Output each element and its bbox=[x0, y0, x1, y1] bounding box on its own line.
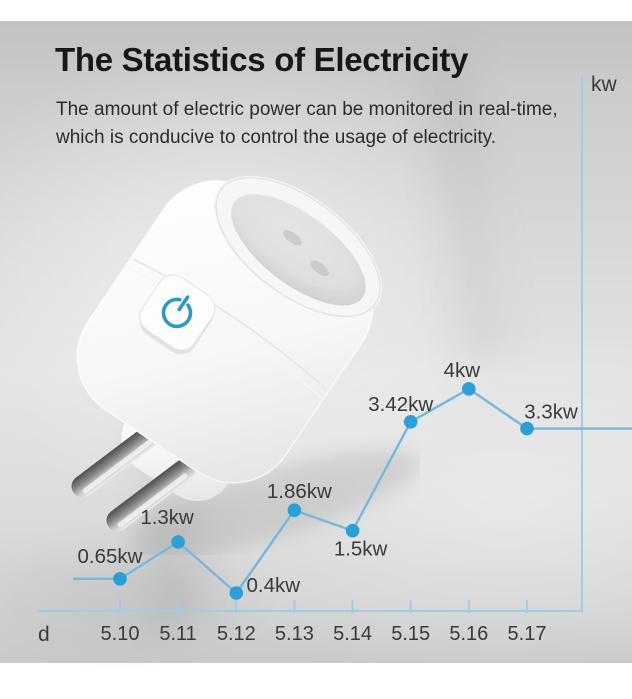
subtitle-line-1: The amount of electric power can be moni… bbox=[56, 99, 558, 120]
power-icon bbox=[161, 295, 193, 329]
smart-plug-product-image bbox=[71, 175, 420, 555]
subtitle-line-2: which is conducive to control the usage … bbox=[56, 126, 497, 148]
socket-hole bbox=[310, 260, 329, 276]
power-button bbox=[139, 274, 216, 351]
socket-hole bbox=[283, 230, 302, 246]
plug-socket-cup bbox=[214, 175, 382, 319]
subtitle: The amount of electric power can be moni… bbox=[56, 96, 558, 151]
page-title: The Statistics of Electricity bbox=[55, 41, 469, 78]
